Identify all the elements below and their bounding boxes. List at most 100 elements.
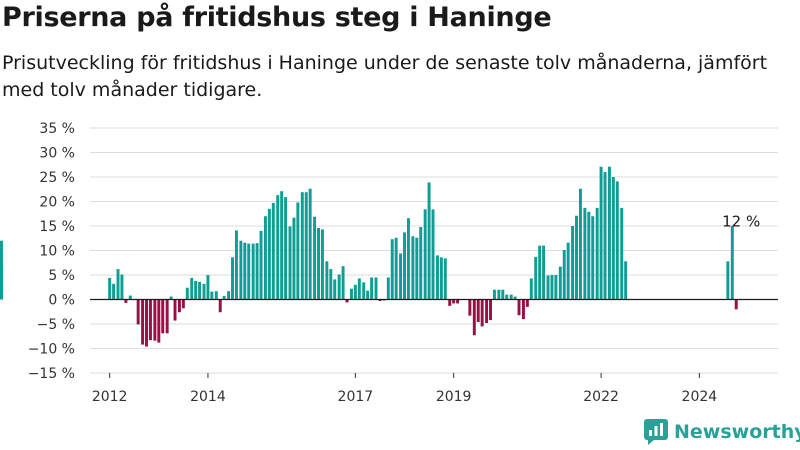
bar — [578, 188, 582, 300]
bar — [239, 240, 243, 300]
bar — [362, 282, 366, 300]
bar — [485, 299, 489, 324]
bar — [112, 283, 116, 300]
bar — [206, 275, 210, 300]
bar — [615, 181, 619, 300]
bar — [296, 202, 300, 300]
bar — [448, 299, 452, 306]
bar — [116, 269, 120, 300]
x-tick-label: 2024 — [682, 389, 718, 405]
bar — [157, 299, 161, 343]
bar — [313, 216, 317, 300]
bar — [534, 256, 538, 300]
bar — [263, 216, 267, 300]
y-tick-label: 15 % — [39, 219, 75, 235]
bar — [169, 296, 173, 300]
y-tick-label: 35 % — [39, 121, 75, 137]
bar — [472, 299, 476, 336]
bar — [517, 299, 521, 316]
bar — [271, 202, 275, 300]
bar — [624, 261, 628, 300]
bar — [357, 278, 361, 300]
y-tick-label: 30 % — [39, 146, 75, 162]
bar — [521, 299, 525, 320]
bar — [411, 236, 415, 300]
bar — [173, 299, 177, 321]
bar — [595, 207, 599, 300]
x-tick-label: 2019 — [436, 389, 472, 405]
bar — [386, 277, 390, 300]
bar — [345, 299, 349, 303]
bar — [394, 237, 398, 300]
bar — [607, 166, 611, 300]
bar — [145, 299, 148, 347]
bar — [587, 211, 591, 300]
bar — [177, 299, 181, 313]
bar — [222, 296, 226, 300]
bar — [353, 284, 357, 300]
bar — [583, 207, 587, 300]
bar — [341, 266, 345, 300]
bar — [284, 197, 288, 300]
bar — [509, 294, 513, 300]
bar — [480, 299, 484, 327]
bar — [300, 192, 304, 300]
bar — [603, 172, 607, 300]
bar — [497, 289, 501, 300]
bar — [554, 275, 558, 300]
bar — [329, 269, 333, 300]
chart-title: Priserna på fritidshus steg i Haninge — [2, 2, 552, 33]
x-tick-label: 2022 — [583, 389, 619, 405]
bar — [128, 295, 132, 300]
bar — [542, 245, 546, 300]
bar — [198, 281, 202, 300]
bar — [276, 195, 280, 300]
bar — [320, 229, 324, 300]
bar — [136, 299, 140, 325]
bar — [415, 237, 419, 300]
bar — [108, 277, 112, 300]
y-tick-label: 5 % — [48, 268, 75, 284]
bar — [423, 209, 427, 300]
bar — [333, 279, 337, 300]
bar — [620, 207, 624, 300]
bar — [476, 299, 480, 323]
bar — [202, 283, 206, 300]
bar — [419, 226, 423, 300]
bar — [501, 289, 505, 300]
x-tick-label: 2017 — [338, 389, 374, 405]
bar — [599, 166, 603, 300]
bar — [452, 299, 456, 304]
bar — [243, 242, 247, 300]
bar — [141, 299, 145, 345]
bar — [181, 299, 185, 309]
bar — [124, 299, 128, 303]
bar — [210, 291, 214, 300]
bar — [591, 216, 595, 300]
bar — [734, 299, 738, 310]
bar — [267, 208, 271, 300]
bar — [304, 192, 308, 300]
bar — [337, 274, 341, 300]
y-tick-label: −5 % — [37, 317, 75, 333]
bar — [406, 218, 410, 300]
bar — [492, 289, 496, 300]
bar — [611, 177, 615, 300]
bar — [0, 240, 3, 300]
bar — [255, 243, 259, 300]
bar — [234, 230, 238, 300]
bar — [190, 277, 194, 300]
bar — [349, 288, 353, 300]
bar — [489, 299, 492, 321]
bars — [0, 166, 738, 347]
y-tick-label: −15 % — [28, 366, 75, 382]
bar — [575, 215, 578, 300]
bar — [439, 257, 443, 300]
bar — [505, 294, 509, 300]
x-tick-label: 2012 — [92, 389, 128, 405]
y-tick-label: 10 % — [39, 244, 75, 260]
bar — [161, 299, 165, 334]
x-tick-label: 2014 — [190, 389, 226, 405]
bar — [374, 277, 378, 300]
